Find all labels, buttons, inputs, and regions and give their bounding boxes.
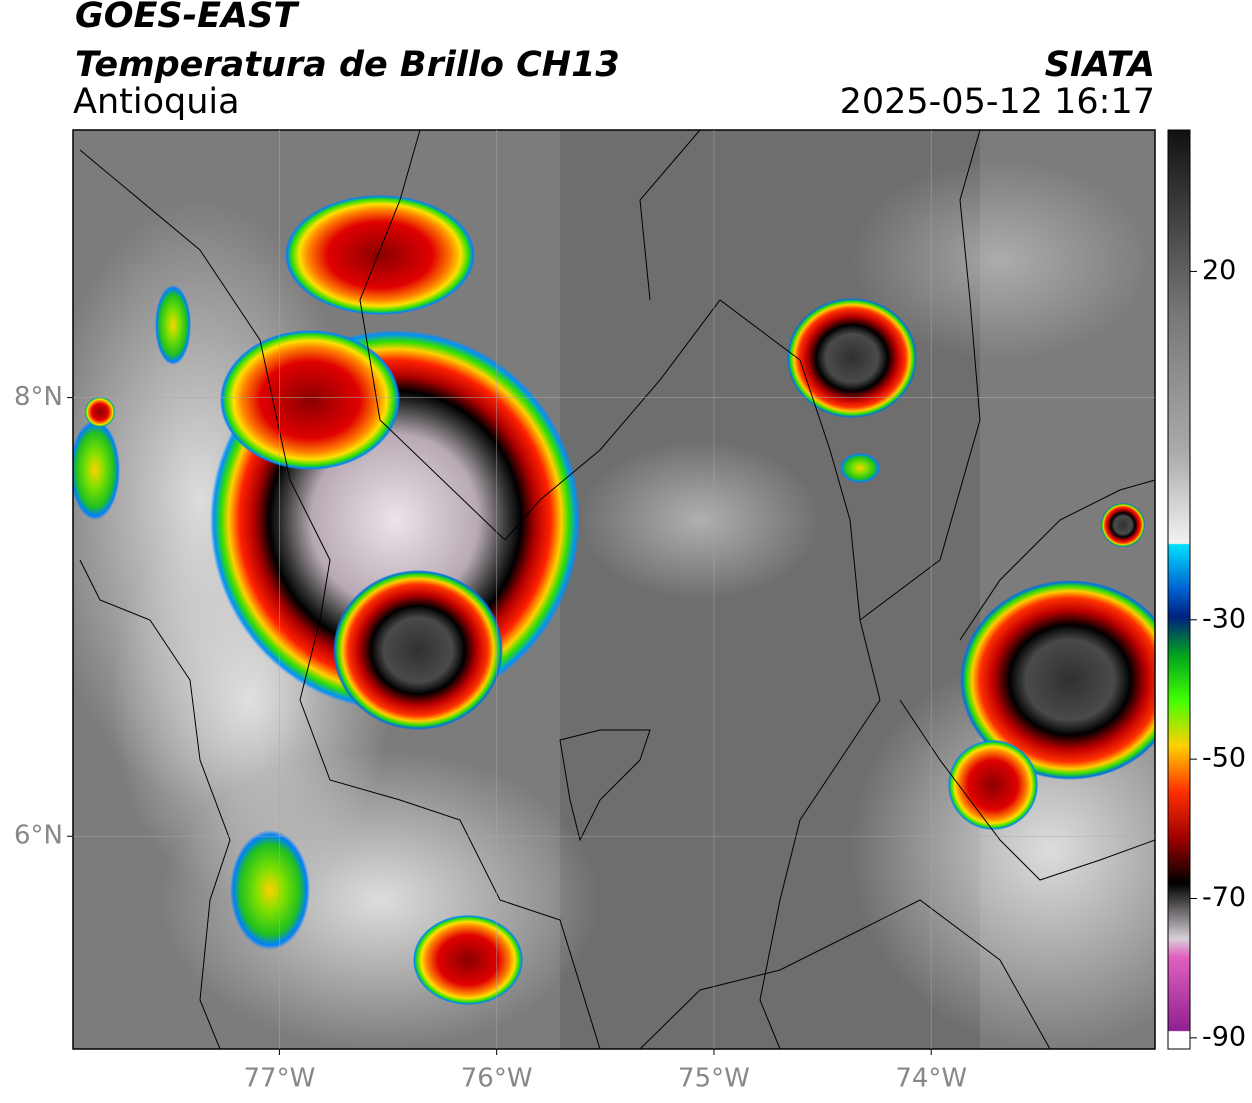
colorbar-tick-label: -50 xyxy=(1202,743,1246,774)
colorbar-tick-label: -70 xyxy=(1202,882,1246,913)
source: SIATA xyxy=(1045,45,1155,85)
y-tick-label: 6°N xyxy=(14,821,63,851)
title: GOES-EAST xyxy=(75,0,300,36)
y-tick-label: 8°N xyxy=(14,382,63,412)
colorbar xyxy=(1167,129,1191,1050)
datetime: 2025-05-12 16:17 xyxy=(840,82,1155,122)
satellite-image xyxy=(73,130,1155,1049)
x-tick-label: 74°W xyxy=(895,1064,967,1094)
colorbar-tick-label: -30 xyxy=(1202,603,1246,634)
x-tick-label: 75°W xyxy=(678,1064,750,1094)
colorbar-tick-label: 20 xyxy=(1202,255,1236,286)
colorbar-tick-label: -90 xyxy=(1202,1021,1246,1052)
x-tick-label: 77°W xyxy=(244,1064,316,1094)
map-frame xyxy=(72,129,1156,1050)
map-axes: 77°W 76°W 75°W 74°W 6°N 8°N xyxy=(14,130,1155,1094)
x-tick-label: 76°W xyxy=(461,1064,533,1094)
product: Temperatura de Brillo CH13 xyxy=(75,45,620,85)
colorbar-axis: 20 -30 -50 -70 -90 xyxy=(1190,255,1246,1052)
region: Antioquia xyxy=(73,82,240,122)
